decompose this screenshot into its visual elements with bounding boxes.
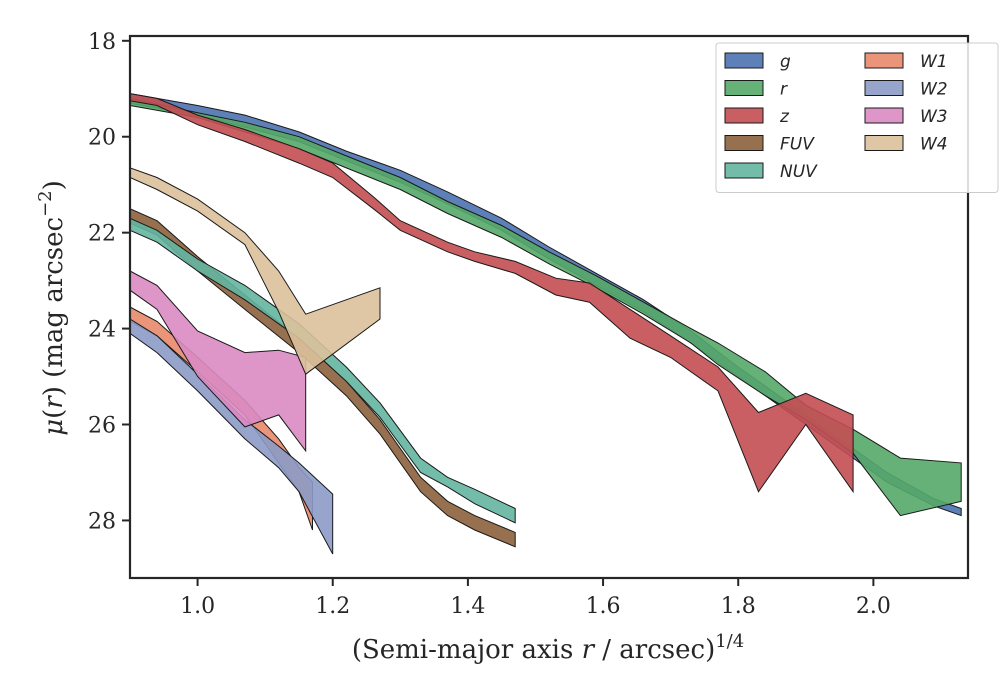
- x-tick-label: 1.0: [180, 594, 215, 619]
- legend-label-nuv: NUV: [780, 162, 818, 182]
- legend-label-z: z: [779, 107, 790, 127]
- legend-swatch-nuv: [724, 162, 764, 179]
- ticks-layer: 1.0 1.2 1.4 1.6 1.8 2.0 18 20 22 24 26 28: [88, 30, 891, 619]
- legend-swatch-z: [724, 107, 764, 124]
- x-tick-label: 1.8: [721, 594, 756, 619]
- band-w4: [130, 167, 381, 375]
- legend-swatch-w1: [864, 52, 904, 69]
- series-layer: [130, 93, 962, 555]
- legend-label-g: g: [780, 52, 791, 72]
- x-tick-label: 1.6: [586, 594, 621, 619]
- y-axis-label: μ(r) (mag arcsec−2): [35, 180, 69, 436]
- legend-swatch-w3: [864, 107, 904, 124]
- legend-swatch-fuv: [724, 135, 764, 151]
- y-tick-label: 28: [88, 509, 116, 534]
- legend-label-w2: W2: [920, 80, 948, 100]
- plot-frame: [128, 34, 970, 580]
- legend-frame: [715, 42, 999, 193]
- legend-label-r: r: [780, 80, 788, 100]
- x-tick-label: 1.4: [450, 594, 485, 619]
- legend-swatch-r: [724, 80, 764, 96]
- legend-swatch-g: [724, 52, 764, 69]
- legend-swatch-w4: [864, 135, 904, 151]
- legend-swatch-w2: [864, 80, 904, 96]
- legend: grz FUV NUV W1 W2 W3 W4: [715, 42, 999, 193]
- band-w3: [130, 270, 307, 453]
- x-tick-label: 2.0: [856, 594, 891, 619]
- legend-label-fuv: FUV: [780, 135, 815, 155]
- legend-label-w1: W1: [920, 52, 948, 72]
- y-tick-label: 18: [88, 30, 116, 55]
- y-tick-label: 26: [88, 414, 116, 439]
- x-axis-label: (Semi-major axis r / arcsec)1/4: [352, 631, 744, 665]
- legend-label-w3: W3: [920, 107, 948, 127]
- y-tick-label: 20: [88, 126, 116, 151]
- band-r: [130, 97, 962, 517]
- x-tick-label: 1.2: [315, 594, 350, 619]
- band-z: [130, 93, 854, 494]
- legend-label-w4: W4: [920, 135, 948, 155]
- y-tick-label: 24: [88, 318, 116, 343]
- y-tick-label: 22: [88, 222, 116, 247]
